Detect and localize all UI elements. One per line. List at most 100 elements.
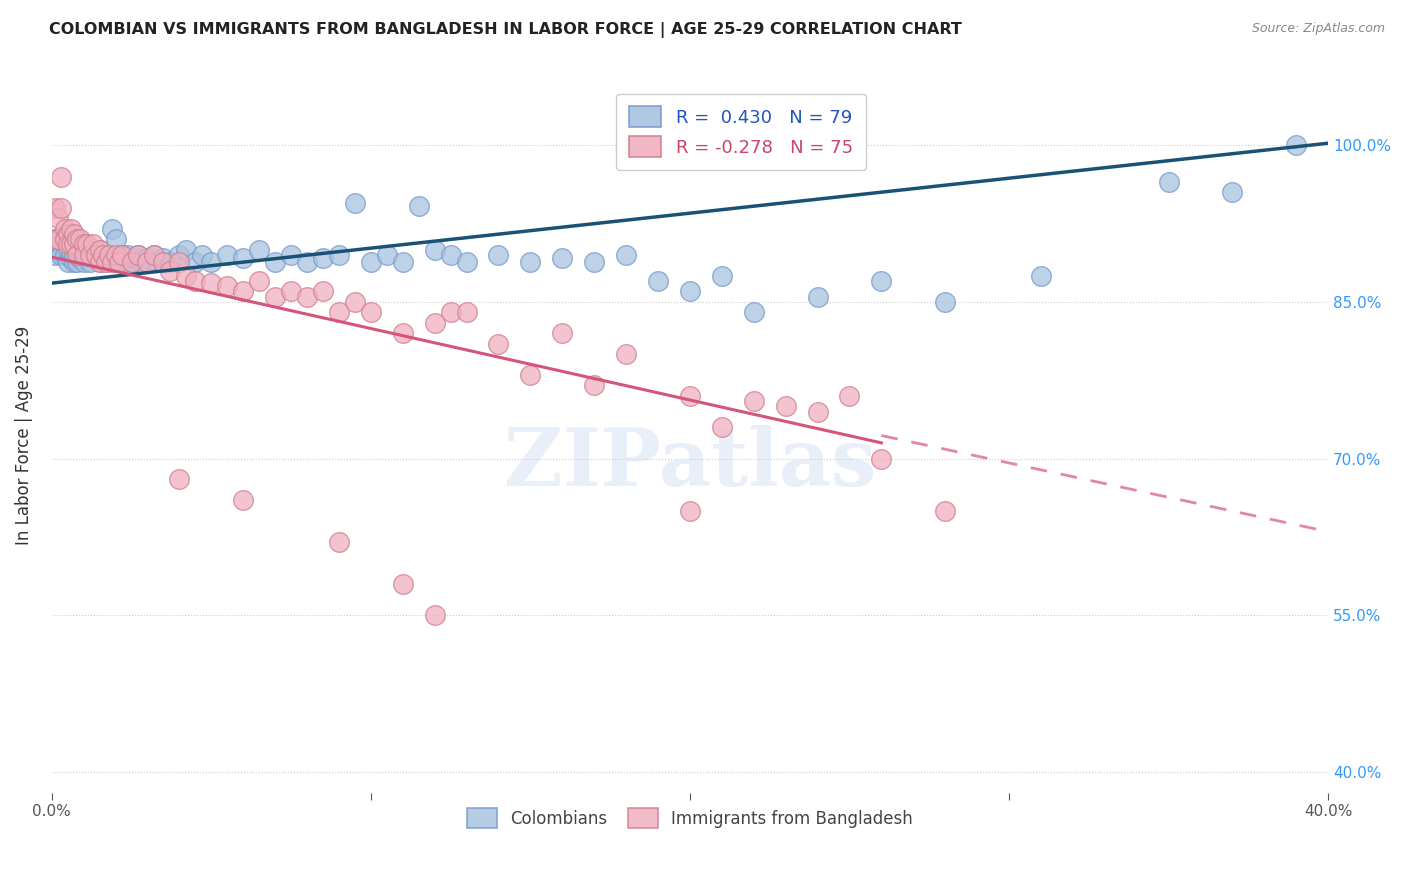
- Point: [56, 237, 79, 252]
- Point: [44, 232, 66, 246]
- Point: [312, 251, 335, 265]
- Point: [59, 251, 82, 265]
- Point: [1029, 268, 1052, 283]
- Point: [94, 255, 117, 269]
- Point: [82, 248, 104, 262]
- Point: [519, 255, 541, 269]
- Point: [76, 248, 98, 262]
- Point: [174, 243, 197, 257]
- Point: [66, 243, 89, 257]
- Point: [343, 294, 366, 309]
- Point: [934, 294, 956, 309]
- Point: [169, 248, 191, 262]
- Point: [56, 227, 79, 241]
- Point: [86, 248, 108, 262]
- Point: [679, 504, 702, 518]
- Point: [217, 279, 239, 293]
- Point: [488, 248, 510, 262]
- Point: [423, 316, 446, 330]
- Point: [391, 255, 413, 269]
- Point: [89, 255, 111, 269]
- Point: [391, 326, 413, 341]
- Text: Source: ZipAtlas.com: Source: ZipAtlas.com: [1251, 22, 1385, 36]
- Point: [136, 255, 159, 269]
- Point: [82, 237, 104, 252]
- Point: [124, 251, 146, 265]
- Point: [264, 290, 287, 304]
- Point: [217, 248, 239, 262]
- Point: [232, 251, 254, 265]
- Point: [63, 227, 86, 241]
- Point: [69, 251, 91, 265]
- Point: [408, 199, 430, 213]
- Point: [121, 255, 143, 269]
- Point: [86, 251, 108, 265]
- Point: [583, 378, 606, 392]
- Point: [456, 255, 478, 269]
- Point: [129, 255, 152, 269]
- Point: [247, 243, 270, 257]
- Point: [742, 394, 765, 409]
- Point: [142, 248, 165, 262]
- Point: [66, 255, 89, 269]
- Point: [59, 244, 82, 259]
- Point: [551, 326, 574, 341]
- Point: [439, 248, 461, 262]
- Point: [934, 504, 956, 518]
- Point: [121, 255, 143, 269]
- Point: [190, 248, 212, 262]
- Point: [423, 608, 446, 623]
- Point: [360, 255, 382, 269]
- Point: [107, 255, 129, 269]
- Point: [614, 347, 637, 361]
- Point: [280, 285, 302, 299]
- Point: [159, 255, 181, 269]
- Point: [614, 248, 637, 262]
- Point: [583, 255, 606, 269]
- Point: [98, 248, 121, 262]
- Point: [742, 305, 765, 319]
- Point: [79, 255, 101, 269]
- Point: [423, 243, 446, 257]
- Point: [44, 232, 66, 246]
- Point: [1285, 138, 1308, 153]
- Text: ZIPatlas: ZIPatlas: [503, 425, 876, 503]
- Point: [169, 255, 191, 269]
- Point: [44, 248, 66, 262]
- Point: [232, 285, 254, 299]
- Point: [73, 255, 96, 269]
- Point: [328, 305, 350, 319]
- Point: [59, 222, 82, 236]
- Point: [53, 232, 76, 246]
- Point: [679, 389, 702, 403]
- Point: [44, 201, 66, 215]
- Point: [280, 248, 302, 262]
- Point: [343, 195, 366, 210]
- Point: [806, 290, 828, 304]
- Point: [91, 248, 114, 262]
- Point: [159, 263, 181, 277]
- Point: [101, 255, 124, 269]
- Point: [56, 255, 79, 269]
- Point: [456, 305, 478, 319]
- Point: [152, 251, 174, 265]
- Point: [870, 274, 893, 288]
- Point: [66, 232, 89, 246]
- Point: [111, 248, 134, 262]
- Point: [838, 389, 860, 403]
- Point: [117, 248, 139, 262]
- Point: [91, 251, 114, 265]
- Point: [51, 169, 73, 184]
- Point: [53, 232, 76, 246]
- Text: COLOMBIAN VS IMMIGRANTS FROM BANGLADESH IN LABOR FORCE | AGE 25-29 CORRELATION C: COLOMBIAN VS IMMIGRANTS FROM BANGLADESH …: [49, 22, 962, 38]
- Legend: Colombians, Immigrants from Bangladesh: Colombians, Immigrants from Bangladesh: [461, 802, 920, 834]
- Point: [73, 237, 96, 252]
- Point: [114, 255, 136, 269]
- Point: [184, 255, 207, 269]
- Y-axis label: In Labor Force | Age 25-29: In Labor Force | Age 25-29: [15, 326, 32, 545]
- Point: [46, 232, 69, 246]
- Point: [59, 237, 82, 252]
- Point: [647, 274, 669, 288]
- Point: [488, 336, 510, 351]
- Point: [73, 237, 96, 252]
